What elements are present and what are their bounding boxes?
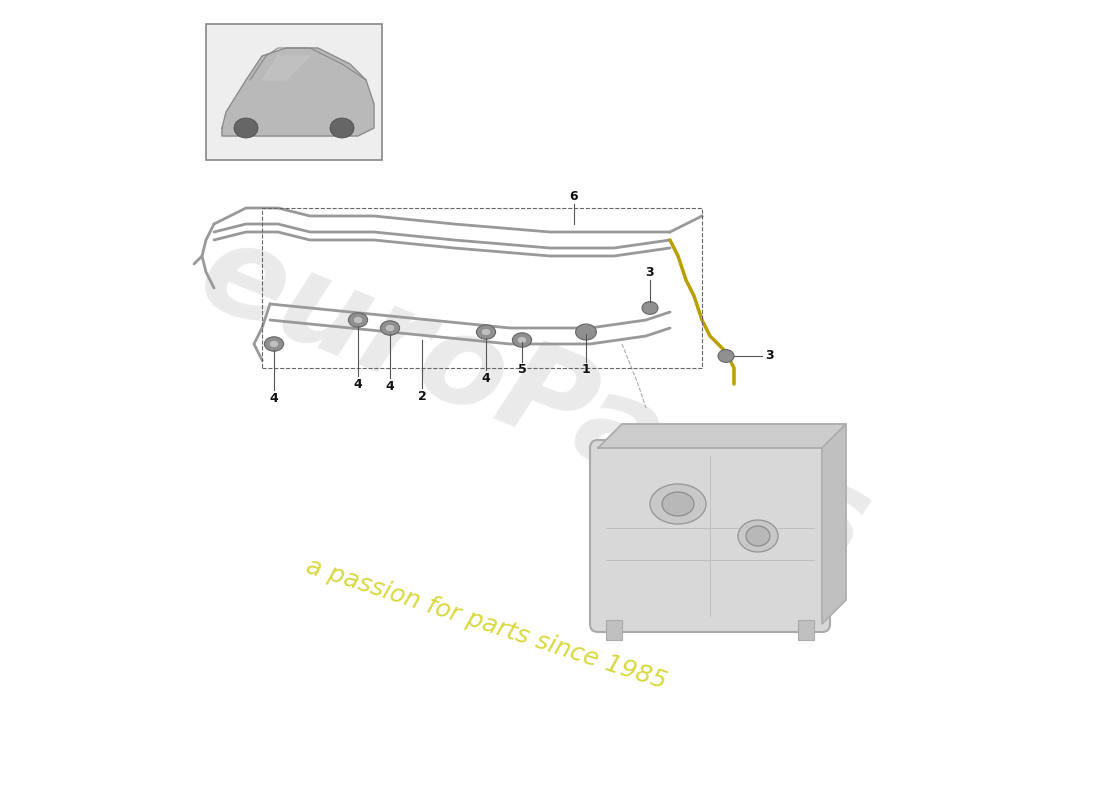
Ellipse shape [353, 316, 363, 323]
Ellipse shape [513, 333, 531, 347]
Ellipse shape [575, 324, 596, 340]
FancyBboxPatch shape [590, 440, 830, 632]
Text: 4: 4 [353, 378, 362, 390]
Polygon shape [822, 424, 846, 624]
Ellipse shape [264, 337, 284, 351]
Bar [606, 620, 621, 640]
Ellipse shape [381, 321, 399, 335]
Text: a passion for parts since 1985: a passion for parts since 1985 [302, 554, 669, 694]
Text: 5: 5 [518, 363, 527, 376]
Text: 4: 4 [270, 392, 278, 405]
Polygon shape [222, 48, 374, 136]
Text: 3: 3 [646, 266, 654, 278]
Ellipse shape [330, 118, 354, 138]
Text: 3: 3 [766, 350, 774, 362]
Polygon shape [262, 56, 310, 80]
Text: 4: 4 [386, 380, 395, 393]
Bar [206, 24, 382, 160]
Ellipse shape [718, 350, 734, 362]
Text: 6: 6 [570, 190, 579, 202]
Ellipse shape [234, 118, 258, 138]
Ellipse shape [481, 328, 491, 336]
Ellipse shape [642, 302, 658, 314]
Ellipse shape [270, 341, 278, 348]
Ellipse shape [746, 526, 770, 546]
Text: 1: 1 [582, 363, 591, 376]
Ellipse shape [517, 336, 527, 344]
Ellipse shape [385, 325, 395, 331]
Ellipse shape [349, 313, 367, 327]
Ellipse shape [650, 484, 706, 524]
Ellipse shape [476, 325, 496, 339]
Text: euroPares: euroPares [183, 211, 886, 589]
Bar [262, 208, 702, 368]
Ellipse shape [738, 520, 778, 552]
Text: 4: 4 [482, 372, 491, 385]
Polygon shape [598, 424, 846, 448]
Ellipse shape [662, 492, 694, 516]
Bar [798, 620, 814, 640]
Text: 2: 2 [418, 390, 427, 402]
